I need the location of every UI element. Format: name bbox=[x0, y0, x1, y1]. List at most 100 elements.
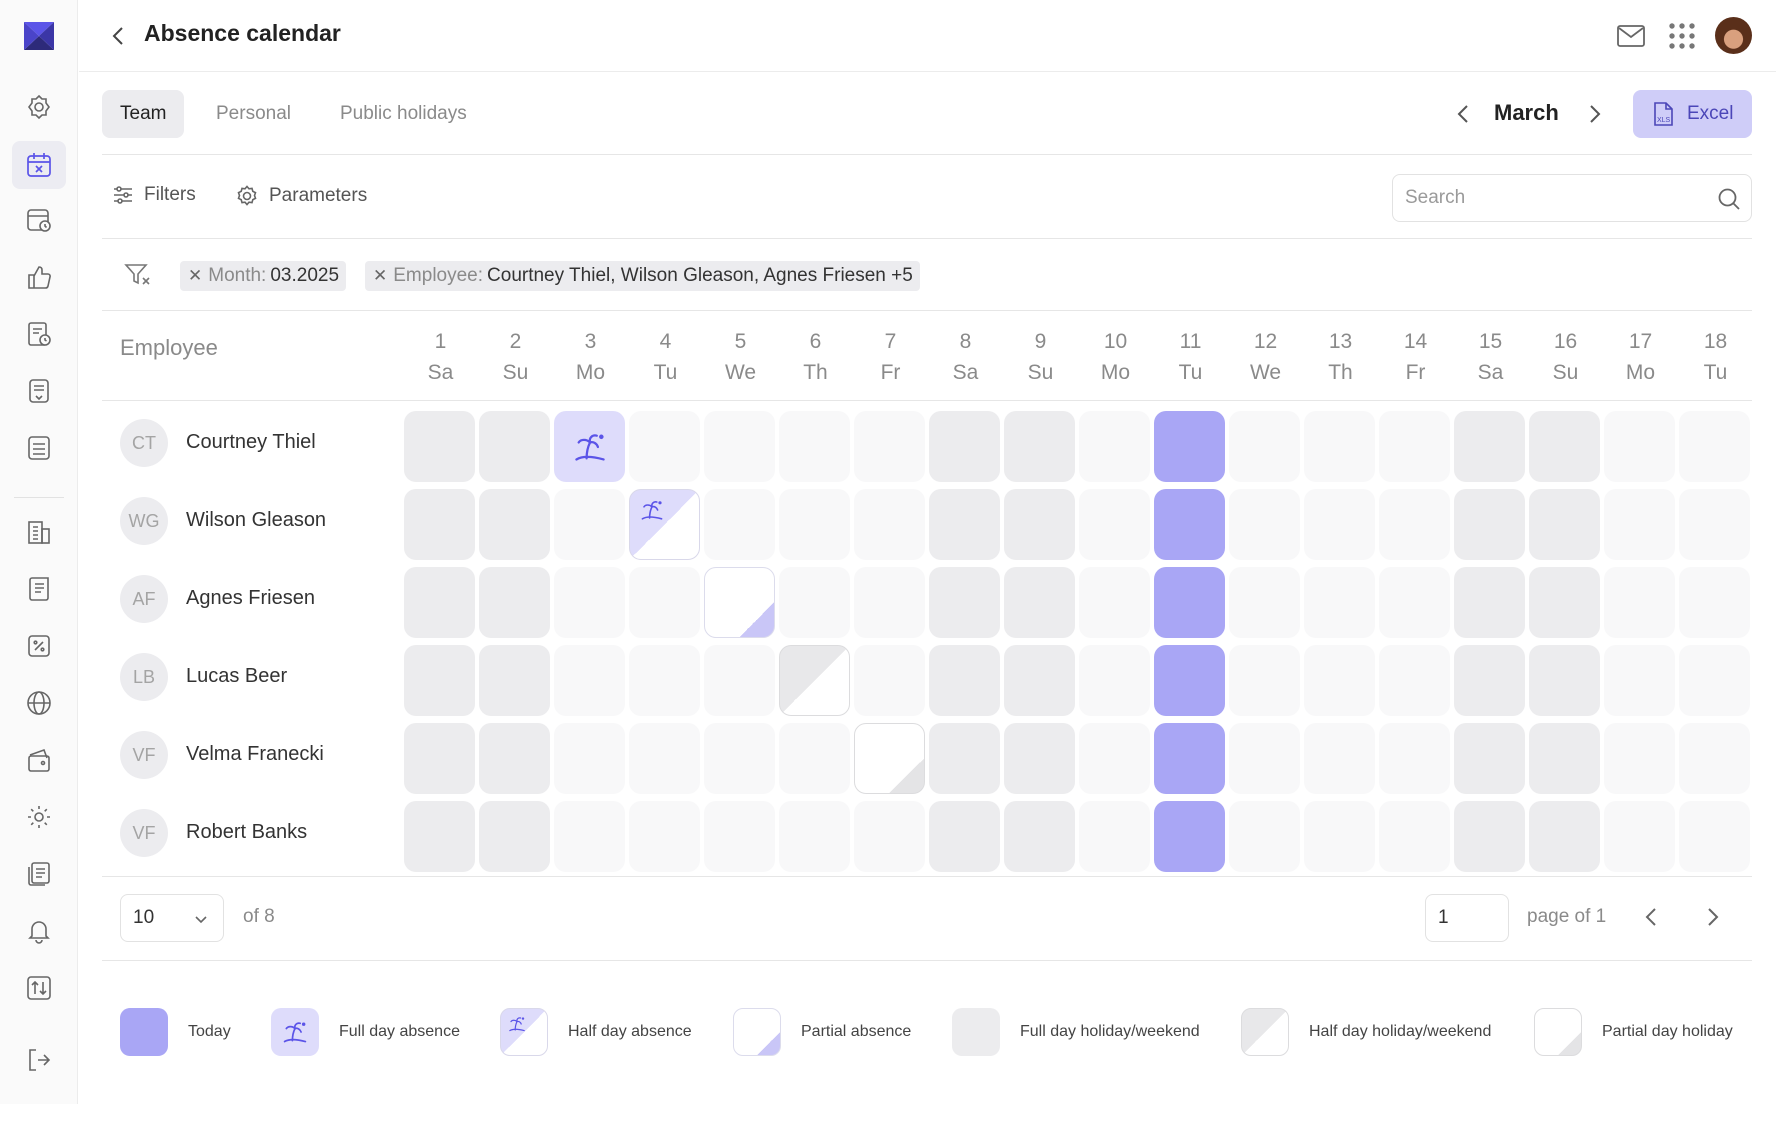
day-cell[interactable] bbox=[1604, 645, 1675, 716]
day-cell[interactable] bbox=[404, 411, 475, 482]
day-cell[interactable] bbox=[1229, 489, 1300, 560]
day-cell[interactable] bbox=[479, 723, 550, 794]
tab-team[interactable]: Team bbox=[102, 90, 185, 138]
remove-chip-icon[interactable]: ✕ bbox=[188, 266, 203, 285]
day-cell[interactable] bbox=[629, 645, 700, 716]
day-cell[interactable] bbox=[1004, 645, 1075, 716]
day-cell[interactable] bbox=[779, 645, 850, 716]
previous-month-button[interactable] bbox=[1452, 102, 1476, 126]
calendar-icon[interactable] bbox=[12, 141, 66, 189]
day-cell[interactable] bbox=[929, 489, 1000, 560]
day-cell[interactable] bbox=[1004, 489, 1075, 560]
percent-icon[interactable] bbox=[23, 630, 55, 662]
day-cell[interactable] bbox=[1379, 723, 1450, 794]
day-cell[interactable] bbox=[1229, 645, 1300, 716]
day-cell[interactable] bbox=[1529, 801, 1600, 872]
day-cell[interactable] bbox=[1079, 723, 1150, 794]
day-cell[interactable] bbox=[554, 489, 625, 560]
search-icon[interactable] bbox=[1717, 187, 1741, 211]
filters-button[interactable]: Filters bbox=[112, 184, 196, 206]
day-cell[interactable] bbox=[704, 567, 775, 638]
day-cell[interactable] bbox=[854, 489, 925, 560]
day-cell[interactable] bbox=[1304, 489, 1375, 560]
next-page-button[interactable] bbox=[1701, 906, 1723, 928]
day-cell[interactable] bbox=[779, 489, 850, 560]
logout-icon[interactable] bbox=[23, 1044, 55, 1076]
next-month-button[interactable] bbox=[1582, 102, 1606, 126]
day-cell[interactable] bbox=[1154, 489, 1225, 560]
day-cell[interactable] bbox=[1004, 723, 1075, 794]
day-cell[interactable] bbox=[629, 801, 700, 872]
settings-cog-icon[interactable] bbox=[23, 91, 55, 123]
employee-name[interactable]: Velma Franecki bbox=[186, 743, 324, 765]
day-cell[interactable] bbox=[1679, 645, 1750, 716]
day-cell[interactable] bbox=[1079, 645, 1150, 716]
day-cell[interactable] bbox=[1229, 723, 1300, 794]
day-cell[interactable] bbox=[404, 801, 475, 872]
day-cell[interactable] bbox=[1379, 801, 1450, 872]
day-cell[interactable] bbox=[404, 567, 475, 638]
user-avatar[interactable] bbox=[1715, 17, 1752, 54]
gear-icon[interactable] bbox=[23, 801, 55, 833]
transfer-icon[interactable] bbox=[23, 972, 55, 1004]
day-cell[interactable] bbox=[779, 567, 850, 638]
employee-name[interactable]: Robert Banks bbox=[186, 821, 308, 843]
contract-icon[interactable] bbox=[23, 573, 55, 605]
apps-grid-icon[interactable] bbox=[1668, 22, 1696, 50]
day-cell[interactable] bbox=[1454, 411, 1525, 482]
day-cell[interactable] bbox=[1304, 567, 1375, 638]
day-cell[interactable] bbox=[479, 567, 550, 638]
excel-export-button[interactable]: XLS Excel bbox=[1633, 90, 1752, 138]
day-cell[interactable] bbox=[404, 489, 475, 560]
day-cell[interactable] bbox=[1679, 411, 1750, 482]
day-cell[interactable] bbox=[1679, 567, 1750, 638]
day-cell[interactable] bbox=[1304, 411, 1375, 482]
day-cell[interactable] bbox=[1229, 567, 1300, 638]
day-cell[interactable] bbox=[854, 411, 925, 482]
document-badge-icon[interactable] bbox=[23, 375, 55, 407]
day-cell[interactable] bbox=[929, 411, 1000, 482]
back-arrow-icon[interactable] bbox=[107, 24, 131, 48]
day-cell[interactable] bbox=[854, 567, 925, 638]
day-cell[interactable] bbox=[1454, 723, 1525, 794]
day-cell[interactable] bbox=[1529, 645, 1600, 716]
bell-icon[interactable] bbox=[23, 915, 55, 947]
day-cell[interactable] bbox=[1154, 411, 1225, 482]
day-cell[interactable] bbox=[854, 645, 925, 716]
search-input[interactable] bbox=[1393, 175, 1693, 221]
day-cell[interactable] bbox=[929, 723, 1000, 794]
day-cell[interactable] bbox=[1304, 801, 1375, 872]
clear-filters-icon[interactable] bbox=[124, 262, 152, 288]
day-cell[interactable] bbox=[1154, 645, 1225, 716]
day-cell[interactable] bbox=[554, 723, 625, 794]
parameters-button[interactable]: Parameters bbox=[235, 184, 367, 208]
day-cell[interactable] bbox=[1379, 489, 1450, 560]
day-cell[interactable] bbox=[554, 801, 625, 872]
mail-icon[interactable] bbox=[1616, 22, 1646, 50]
tab-public-holidays[interactable]: Public holidays bbox=[340, 103, 467, 124]
employee-name[interactable]: Courtney Thiel bbox=[186, 431, 316, 453]
wallet-icon[interactable] bbox=[23, 744, 55, 776]
globe-icon[interactable] bbox=[23, 687, 55, 719]
day-cell[interactable] bbox=[1529, 723, 1600, 794]
day-cell[interactable] bbox=[1454, 801, 1525, 872]
day-cell[interactable] bbox=[1454, 489, 1525, 560]
day-cell[interactable] bbox=[629, 567, 700, 638]
day-cell[interactable] bbox=[1379, 411, 1450, 482]
remove-chip-icon[interactable]: ✕ bbox=[373, 266, 388, 285]
day-cell[interactable] bbox=[929, 801, 1000, 872]
day-cell[interactable] bbox=[479, 411, 550, 482]
day-cell[interactable] bbox=[1604, 801, 1675, 872]
day-cell[interactable] bbox=[929, 645, 1000, 716]
filter-chip-employee[interactable]: ✕ Employee: Courtney Thiel, Wilson Gleas… bbox=[365, 261, 920, 291]
building-icon[interactable] bbox=[23, 516, 55, 548]
day-cell[interactable] bbox=[479, 801, 550, 872]
day-cell[interactable] bbox=[1004, 411, 1075, 482]
day-cell[interactable] bbox=[779, 411, 850, 482]
day-cell[interactable] bbox=[704, 645, 775, 716]
day-cell[interactable] bbox=[1154, 567, 1225, 638]
day-cell[interactable] bbox=[704, 723, 775, 794]
day-cell[interactable] bbox=[1079, 411, 1150, 482]
day-cell[interactable] bbox=[1454, 645, 1525, 716]
day-cell[interactable] bbox=[1304, 645, 1375, 716]
